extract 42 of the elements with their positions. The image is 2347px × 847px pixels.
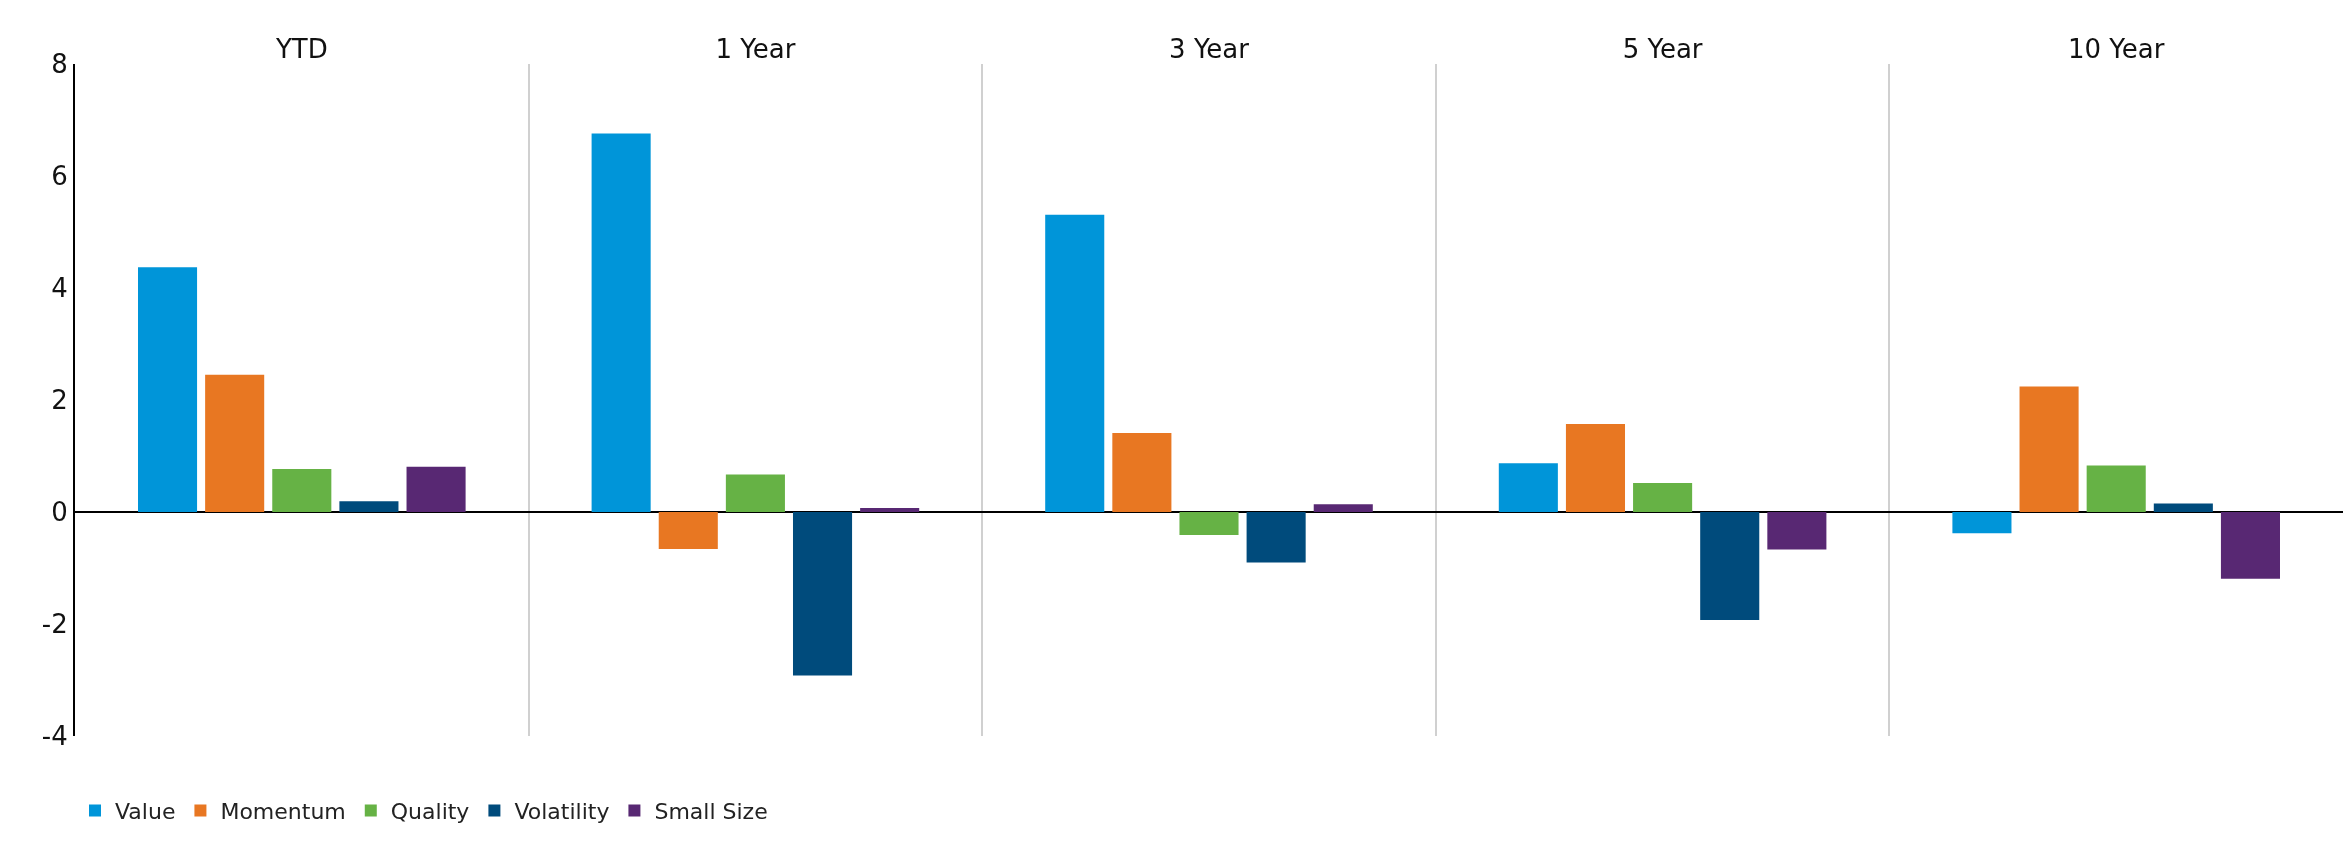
y-tick-label: 0 <box>51 497 68 528</box>
y-tick-label: -4 <box>41 721 68 752</box>
bar <box>591 133 651 512</box>
x-tick-label: YTD <box>274 33 328 64</box>
legend-label: Small Size <box>654 799 768 825</box>
bar <box>1498 463 1558 512</box>
bar <box>339 501 399 512</box>
bar <box>1313 504 1373 512</box>
y-tick-label: 8 <box>51 49 68 80</box>
bar <box>138 267 198 512</box>
bar <box>1045 214 1105 512</box>
bar <box>2019 386 2079 512</box>
bar <box>272 468 332 512</box>
bar <box>205 374 265 512</box>
bar <box>1246 512 1306 563</box>
legend-label: Quality <box>390 799 470 825</box>
x-tick-label: 10 Year <box>2068 33 2165 64</box>
y-tick-label: 6 <box>51 161 68 192</box>
bar <box>1767 512 1827 550</box>
x-tick-label: 1 Year <box>715 33 796 64</box>
bar <box>792 512 853 676</box>
bar <box>1565 424 1626 512</box>
bar <box>2153 503 2213 512</box>
bar <box>2220 512 2280 579</box>
y-tick-label: -2 <box>41 609 68 640</box>
bar <box>1112 433 1172 512</box>
y-tick-label: 4 <box>51 273 68 304</box>
legend-label: Value <box>115 799 176 825</box>
bar <box>1633 482 1693 512</box>
y-tick-label: 2 <box>51 385 68 416</box>
bar <box>2086 465 2146 512</box>
bar <box>1700 512 1760 621</box>
x-tick-label: 5 Year <box>1622 33 1703 64</box>
bar <box>860 508 920 512</box>
bar <box>406 466 466 512</box>
bar <box>725 474 785 512</box>
legend-label: Momentum <box>220 799 346 825</box>
bar <box>658 512 718 549</box>
bar <box>1952 512 2012 534</box>
legend-label: Volatility <box>514 799 610 825</box>
x-tick-label: 3 Year <box>1169 33 1250 64</box>
bar <box>1179 512 1239 535</box>
